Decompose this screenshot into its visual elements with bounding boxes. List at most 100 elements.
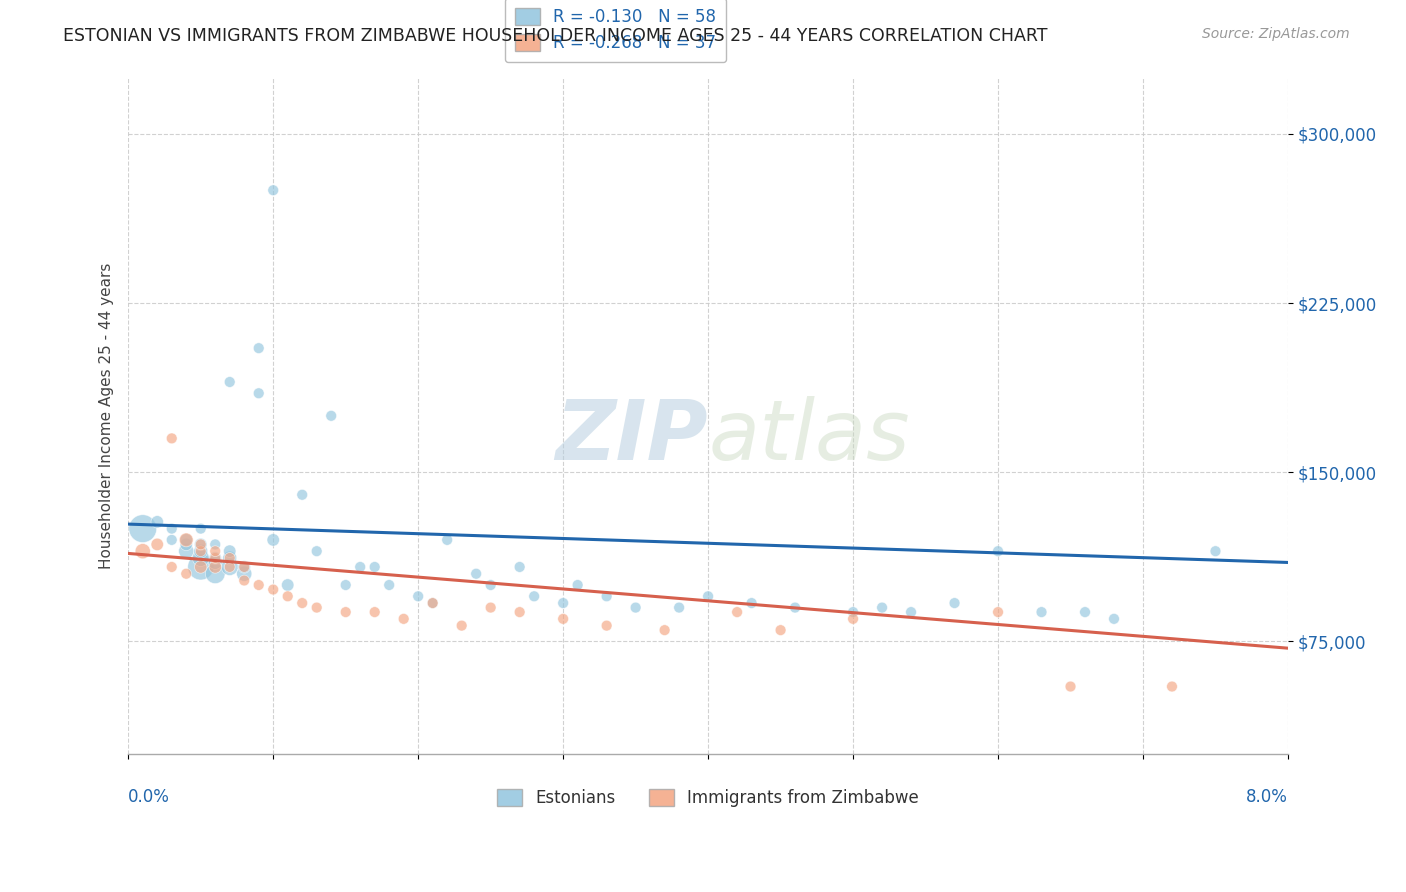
Point bbox=[204, 556, 226, 570]
Y-axis label: Householder Income Ages 25 - 44 years: Householder Income Ages 25 - 44 years bbox=[100, 262, 114, 569]
Point bbox=[262, 582, 284, 597]
Point bbox=[870, 600, 893, 615]
Point bbox=[595, 618, 617, 632]
Point bbox=[553, 612, 575, 626]
Point bbox=[436, 533, 458, 547]
Point bbox=[363, 605, 385, 619]
Point bbox=[174, 544, 197, 558]
Point bbox=[943, 596, 966, 610]
Point bbox=[160, 431, 183, 445]
Point bbox=[247, 341, 270, 355]
Point bbox=[190, 522, 212, 536]
Point bbox=[160, 533, 183, 547]
Point bbox=[233, 574, 256, 588]
Point bbox=[190, 544, 212, 558]
Point bbox=[1204, 544, 1226, 558]
Point bbox=[363, 560, 385, 574]
Point bbox=[233, 560, 256, 574]
Point bbox=[204, 551, 226, 566]
Point bbox=[190, 551, 212, 566]
Point bbox=[305, 600, 328, 615]
Point bbox=[204, 551, 226, 566]
Point bbox=[218, 551, 240, 566]
Point bbox=[218, 560, 240, 574]
Point bbox=[697, 589, 720, 603]
Point bbox=[247, 386, 270, 401]
Text: atlas: atlas bbox=[709, 396, 910, 476]
Point bbox=[204, 566, 226, 581]
Point bbox=[654, 623, 676, 637]
Point bbox=[247, 578, 270, 592]
Legend: Estonians, Immigrants from Zimbabwe: Estonians, Immigrants from Zimbabwe bbox=[491, 782, 925, 814]
Point bbox=[509, 560, 531, 574]
Point bbox=[406, 589, 429, 603]
Text: Source: ZipAtlas.com: Source: ZipAtlas.com bbox=[1202, 27, 1350, 41]
Point bbox=[160, 560, 183, 574]
Point bbox=[190, 560, 212, 574]
Point bbox=[595, 589, 617, 603]
Point bbox=[987, 605, 1010, 619]
Point bbox=[567, 578, 589, 592]
Point bbox=[132, 544, 155, 558]
Point bbox=[1031, 605, 1053, 619]
Point bbox=[190, 537, 212, 551]
Text: 8.0%: 8.0% bbox=[1246, 788, 1288, 806]
Point bbox=[218, 560, 240, 574]
Text: 0.0%: 0.0% bbox=[128, 788, 170, 806]
Point bbox=[335, 578, 357, 592]
Point bbox=[450, 618, 472, 632]
Point bbox=[378, 578, 401, 592]
Point bbox=[842, 605, 865, 619]
Point bbox=[1102, 612, 1125, 626]
Point bbox=[1059, 680, 1081, 694]
Point bbox=[174, 533, 197, 547]
Point bbox=[741, 596, 763, 610]
Point bbox=[465, 566, 488, 581]
Point bbox=[509, 605, 531, 619]
Point bbox=[783, 600, 806, 615]
Point bbox=[160, 522, 183, 536]
Point bbox=[233, 560, 256, 574]
Point bbox=[422, 596, 444, 610]
Point bbox=[174, 533, 197, 547]
Point bbox=[422, 596, 444, 610]
Point bbox=[190, 560, 212, 574]
Point bbox=[218, 544, 240, 558]
Point bbox=[174, 537, 197, 551]
Point bbox=[218, 375, 240, 389]
Point bbox=[262, 183, 284, 197]
Point bbox=[392, 612, 415, 626]
Point bbox=[553, 596, 575, 610]
Point bbox=[769, 623, 792, 637]
Point bbox=[335, 605, 357, 619]
Point bbox=[349, 560, 371, 574]
Point bbox=[277, 578, 299, 592]
Point bbox=[233, 566, 256, 581]
Point bbox=[190, 537, 212, 551]
Point bbox=[132, 522, 155, 536]
Point bbox=[146, 515, 169, 529]
Point bbox=[479, 578, 502, 592]
Point bbox=[277, 589, 299, 603]
Point bbox=[987, 544, 1010, 558]
Point bbox=[479, 600, 502, 615]
Point bbox=[305, 544, 328, 558]
Point bbox=[146, 537, 169, 551]
Point bbox=[668, 600, 690, 615]
Point bbox=[523, 589, 546, 603]
Point bbox=[1161, 680, 1184, 694]
Point bbox=[174, 566, 197, 581]
Point bbox=[262, 533, 284, 547]
Point bbox=[624, 600, 647, 615]
Point bbox=[725, 605, 748, 619]
Point bbox=[900, 605, 922, 619]
Point bbox=[204, 537, 226, 551]
Point bbox=[218, 551, 240, 566]
Point bbox=[291, 488, 314, 502]
Point bbox=[291, 596, 314, 610]
Point bbox=[1074, 605, 1097, 619]
Point bbox=[204, 560, 226, 574]
Point bbox=[190, 544, 212, 558]
Text: ESTONIAN VS IMMIGRANTS FROM ZIMBABWE HOUSEHOLDER INCOME AGES 25 - 44 YEARS CORRE: ESTONIAN VS IMMIGRANTS FROM ZIMBABWE HOU… bbox=[63, 27, 1047, 45]
Text: ZIP: ZIP bbox=[555, 396, 709, 476]
